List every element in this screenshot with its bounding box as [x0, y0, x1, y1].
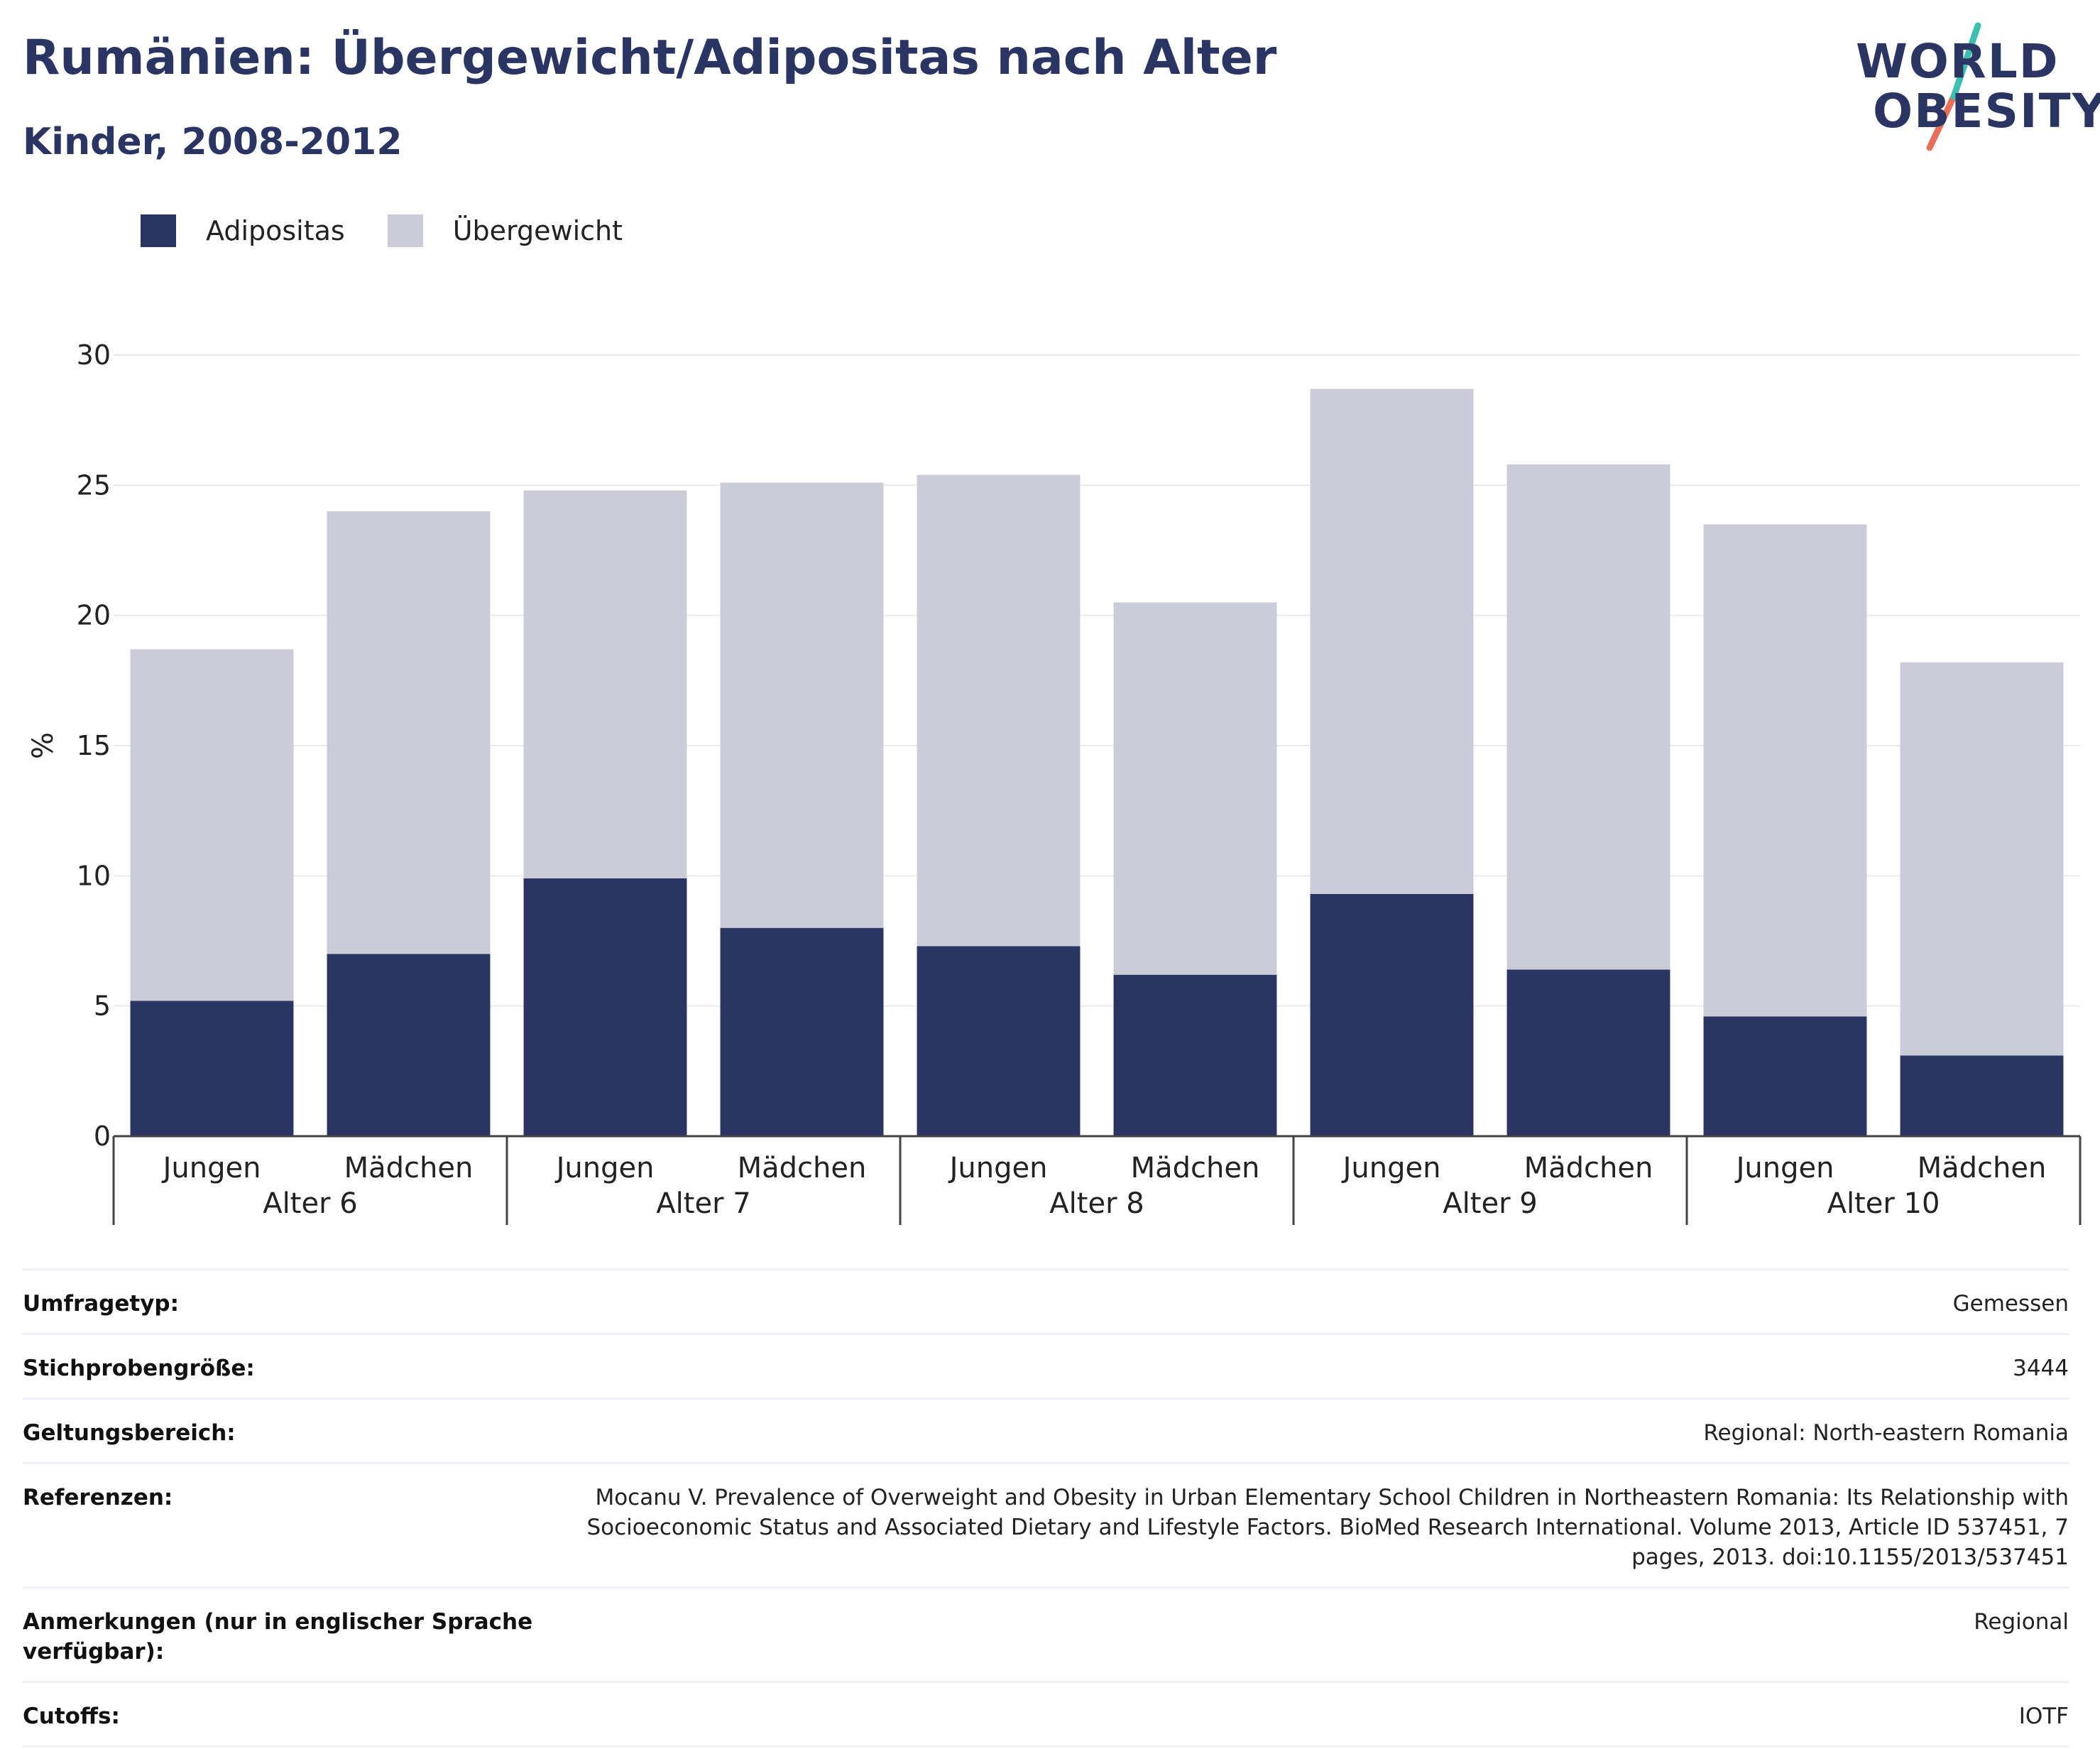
info-row-cutoffs: Cutoffs: IOTF [23, 1681, 2069, 1748]
y-axis-title: % [27, 732, 60, 759]
x-tick-label: Jungen [948, 1152, 1048, 1184]
legend-label-uebergewicht: Übergewicht [452, 215, 623, 246]
info-value: Mocanu V. Prevalence of Overweight and O… [586, 1485, 2069, 1570]
x-tick-label: Jungen [161, 1152, 261, 1184]
bar-adipositas [1900, 1055, 2064, 1136]
bar-adipositas [720, 927, 884, 1136]
info-value: Regional: North-eastern Romania [1703, 1420, 2069, 1446]
legend-swatch-uebergewicht [387, 214, 423, 247]
bar-uebergewicht [1900, 662, 2064, 1056]
logo-text-line2: OBESITY [1873, 84, 2100, 138]
info-row-sample-size: Stichprobengröße: 3444 [23, 1333, 2069, 1397]
world-obesity-logo: WORLD OBESITY [1846, 20, 2100, 155]
y-tick-label: 0 [94, 1121, 111, 1152]
group-label: Alter 6 [263, 1187, 357, 1220]
y-tick-label: 15 [77, 730, 111, 761]
bar-adipositas [327, 954, 491, 1136]
info-label: Stichprobengröße: [23, 1356, 255, 1381]
bar-adipositas [1113, 974, 1277, 1136]
info-table: Umfragetyp: Gemessen Stichprobengröße: 3… [23, 1268, 2069, 1748]
info-label: Cutoffs: [23, 1704, 120, 1729]
bar-uebergewicht [327, 511, 491, 954]
bar-uebergewicht [1506, 464, 1670, 970]
bar-adipositas [1506, 969, 1670, 1136]
bar-uebergewicht [1113, 602, 1277, 975]
x-tick-label: Mädchen [1918, 1152, 2047, 1184]
bar-uebergewicht [523, 490, 687, 878]
group-label: Alter 9 [1443, 1187, 1537, 1220]
info-row-references: Referenzen: Mocanu V. Prevalence of Over… [23, 1462, 2069, 1586]
info-row-notes: Anmerkungen (nur in englischer Sprache v… [23, 1586, 2069, 1681]
chart-legend: Adipositas Übergewicht [141, 213, 665, 249]
y-tick-label: 25 [77, 469, 111, 501]
stacked-bar-chart: 0 5 10 15 20 25 30% Jungen Mädchen Jungen Mädchen J… [27, 339, 2082, 1225]
group-label: Alter 8 [1049, 1187, 1144, 1220]
legend-label-adipositas: Adipositas [206, 215, 345, 246]
x-tick-label: Mädchen [1131, 1152, 1260, 1184]
x-tick-label: Jungen [1341, 1152, 1441, 1184]
legend-item-uebergewicht: Übergewicht [387, 214, 623, 247]
legend-item-adipositas: Adipositas [141, 214, 345, 247]
y-tick-label: 20 [77, 600, 111, 631]
bar-adipositas [1703, 1016, 1867, 1136]
info-label: Umfragetyp: [23, 1291, 179, 1317]
bar-uebergewicht [1310, 388, 1474, 894]
y-tick-label: 5 [94, 991, 111, 1022]
bar-adipositas [523, 878, 687, 1136]
x-tick-label: Mädchen [738, 1152, 867, 1184]
chart-subtitle: Kinder, 2008-2012 [23, 121, 403, 163]
info-value: 3444 [2013, 1356, 2069, 1381]
chart-title: Rumänien: Übergewicht/Adipositas nach Al… [23, 30, 1277, 86]
info-label: Geltungsbereich: [23, 1420, 236, 1446]
bar-adipositas [130, 1001, 294, 1136]
info-label: Referenzen: [23, 1485, 173, 1510]
group-label: Alter 7 [656, 1187, 750, 1220]
info-value: Regional [1974, 1609, 2069, 1635]
info-row-survey-type: Umfragetyp: Gemessen [23, 1268, 2069, 1333]
y-tick-label: 30 [77, 339, 111, 371]
bar-adipositas [1310, 894, 1474, 1136]
x-tick-label: Jungen [1734, 1152, 1834, 1184]
legend-swatch-adipositas [141, 214, 176, 247]
bar-uebergewicht [917, 474, 1081, 947]
info-value: IOTF [2018, 1704, 2069, 1729]
logo-text-line1: WORLD [1856, 34, 2060, 89]
group-label: Alter 10 [1827, 1187, 1940, 1220]
y-tick-label: 10 [77, 860, 111, 891]
bar-uebergewicht [720, 482, 884, 928]
x-tick-label: Mädchen [344, 1152, 474, 1184]
bar-uebergewicht [130, 649, 294, 1001]
info-row-coverage: Geltungsbereich: Regional: North-eastern… [23, 1397, 2069, 1462]
info-value: Gemessen [1952, 1291, 2069, 1317]
x-tick-label: Jungen [554, 1152, 655, 1184]
bar-adipositas [917, 946, 1081, 1136]
x-tick-label: Mädchen [1524, 1152, 1653, 1184]
logo-slash-icon [1926, 22, 1981, 151]
info-label: Anmerkungen (nur in englischer Sprache v… [23, 1609, 533, 1664]
bar-uebergewicht [1703, 524, 1867, 1017]
